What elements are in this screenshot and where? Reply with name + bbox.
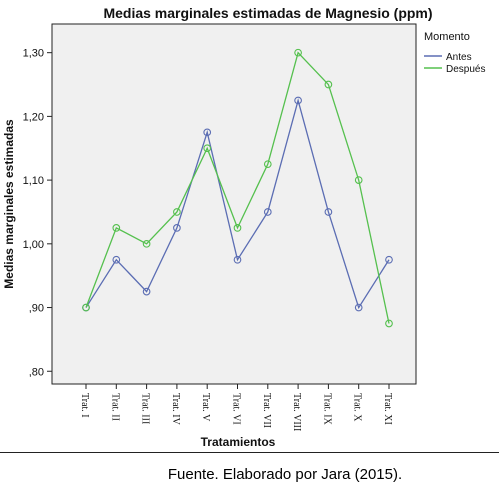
x-tick-label: Trat. IX xyxy=(321,393,332,426)
data-point xyxy=(385,255,393,264)
x-tick-label: Trat. III xyxy=(140,393,151,424)
legend-title: Momento xyxy=(424,31,470,43)
data-point xyxy=(354,176,363,184)
data-point xyxy=(173,224,181,232)
x-tick-label: Trat. VIII xyxy=(291,393,302,431)
data-point xyxy=(324,208,333,216)
series-line-después xyxy=(85,51,390,324)
data-point xyxy=(324,80,333,89)
y-tick-label: 1,30 xyxy=(23,48,44,60)
data-point xyxy=(112,255,121,264)
y-tick-label: ,80 xyxy=(29,366,44,378)
data-point xyxy=(263,208,272,216)
data-point xyxy=(142,287,151,296)
legend-label: Después xyxy=(446,64,485,75)
caption: Fuente. Elaborado por Jara (2015). xyxy=(167,466,403,483)
x-axis-label: Tratamientos xyxy=(201,435,276,449)
x-tick-label: Trat. V xyxy=(200,393,211,422)
data-point xyxy=(112,224,121,232)
y-tick-label: 1,10 xyxy=(23,175,44,187)
x-tick-label: Trat. I xyxy=(79,393,90,418)
y-tick-label: ,90 xyxy=(29,303,44,315)
data-point xyxy=(354,303,363,312)
x-axis: Trat. I Trat. II Trat. III Trat. IV Trat. V T… xyxy=(79,384,393,431)
data-point xyxy=(233,255,242,264)
x-tick-label: Trat. VII xyxy=(261,393,272,428)
data-point xyxy=(142,239,151,248)
y-tick-label: 1,00 xyxy=(23,239,44,251)
data-point xyxy=(294,96,302,105)
chart-title: Medias marginales estimadas de Magnesio … xyxy=(103,5,432,21)
x-tick-label: Trat. IV xyxy=(170,393,181,426)
series-line-antes xyxy=(85,97,390,310)
y-tick-label: 1,20 xyxy=(23,111,44,123)
y-axis-label: Medias marginales estimadas xyxy=(2,119,16,289)
data-point xyxy=(385,319,393,328)
x-tick-label: Trat. X xyxy=(352,393,363,422)
data-point xyxy=(263,160,272,169)
plot-area xyxy=(51,23,417,385)
chart: Medias marginales estimadas de Magnesio … xyxy=(2,5,486,449)
data-point xyxy=(233,224,242,232)
x-tick-label: Trat. XI xyxy=(382,393,393,425)
x-tick-label: Trat. VI xyxy=(231,393,242,425)
data-point xyxy=(203,144,212,153)
legend-label: Antes xyxy=(446,52,472,63)
x-tick-label: Trat. II xyxy=(109,393,120,421)
data-point xyxy=(82,303,90,312)
caption-divider xyxy=(0,452,499,453)
series-layer xyxy=(82,48,393,328)
data-point xyxy=(294,48,302,57)
y-axis: ,80 ,90 1,00 1,10 1,20 1,30 xyxy=(23,48,52,378)
data-point xyxy=(173,208,181,216)
data-point xyxy=(203,128,212,137)
